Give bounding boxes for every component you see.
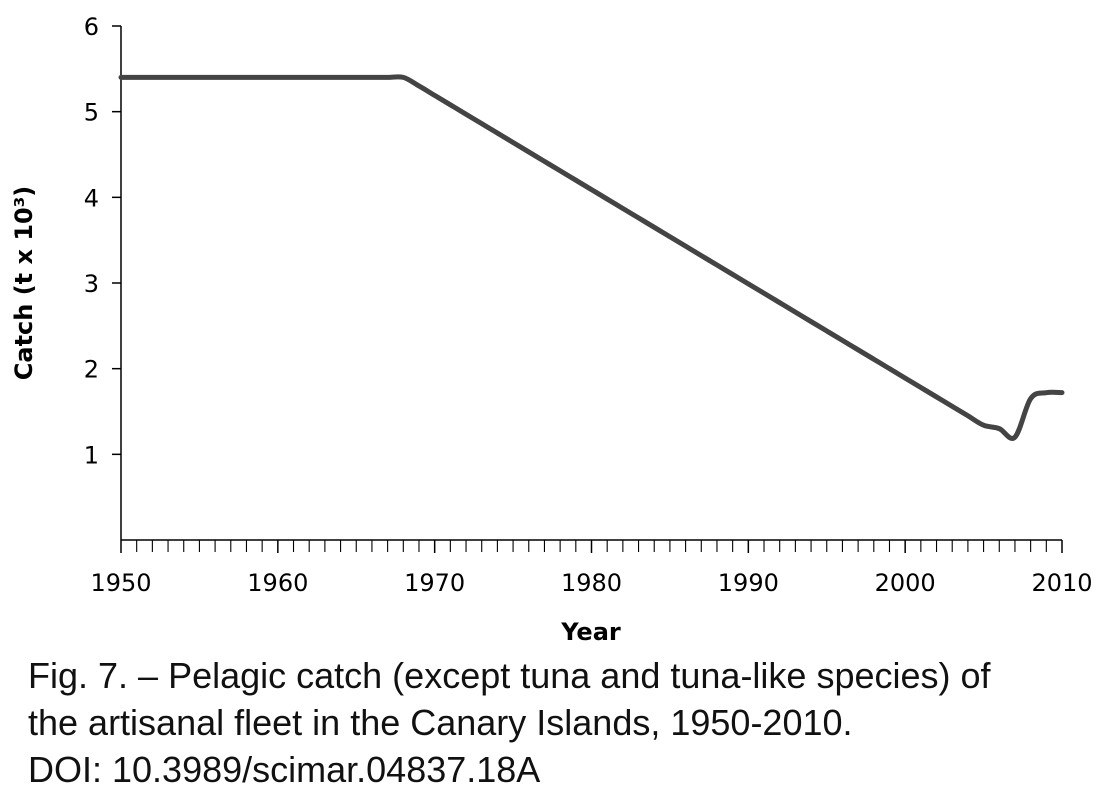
x-tick-label-1990: 1990 [718, 569, 779, 597]
y-tick-label-3: 3 [84, 270, 99, 298]
x-tick-label-2000: 2000 [875, 569, 936, 597]
chart-series [118, 74, 1065, 441]
x-tick-label-1960: 1960 [247, 569, 308, 597]
x-tick-label-1970: 1970 [404, 569, 465, 597]
chart-ticks [112, 25, 1063, 553]
x-tick-label-1950: 1950 [90, 569, 151, 597]
chart-axes [120, 26, 1062, 541]
caption-line-1: Fig. 7. – Pelagic catch (except tuna and… [28, 655, 991, 696]
y-axis-title: Catch (t x 10³) [10, 186, 38, 380]
figure-caption: Fig. 7. – Pelagic catch (except tuna and… [28, 652, 1088, 793]
x-axis-title: Year [560, 618, 621, 646]
y-tick-label-2: 2 [84, 356, 99, 384]
caption-line-2: the artisanal fleet in the Canary Island… [28, 702, 853, 743]
x-tick-label-2010: 2010 [1031, 569, 1092, 597]
y-tick-label-5: 5 [84, 99, 99, 127]
chart-tick-labels: 1 2 3 4 5 6 1950 1960 1970 1980 1990 2000 2010 [84, 13, 1093, 597]
y-tick-label-1: 1 [84, 441, 99, 469]
y-tick-label-6: 6 [84, 13, 99, 41]
caption-line-3: DOI: 10.3989/scimar.04837.18A [28, 749, 541, 790]
x-tick-label-1980: 1980 [561, 569, 622, 597]
y-tick-label-4: 4 [84, 184, 99, 212]
series-line-0 [118, 74, 1065, 441]
